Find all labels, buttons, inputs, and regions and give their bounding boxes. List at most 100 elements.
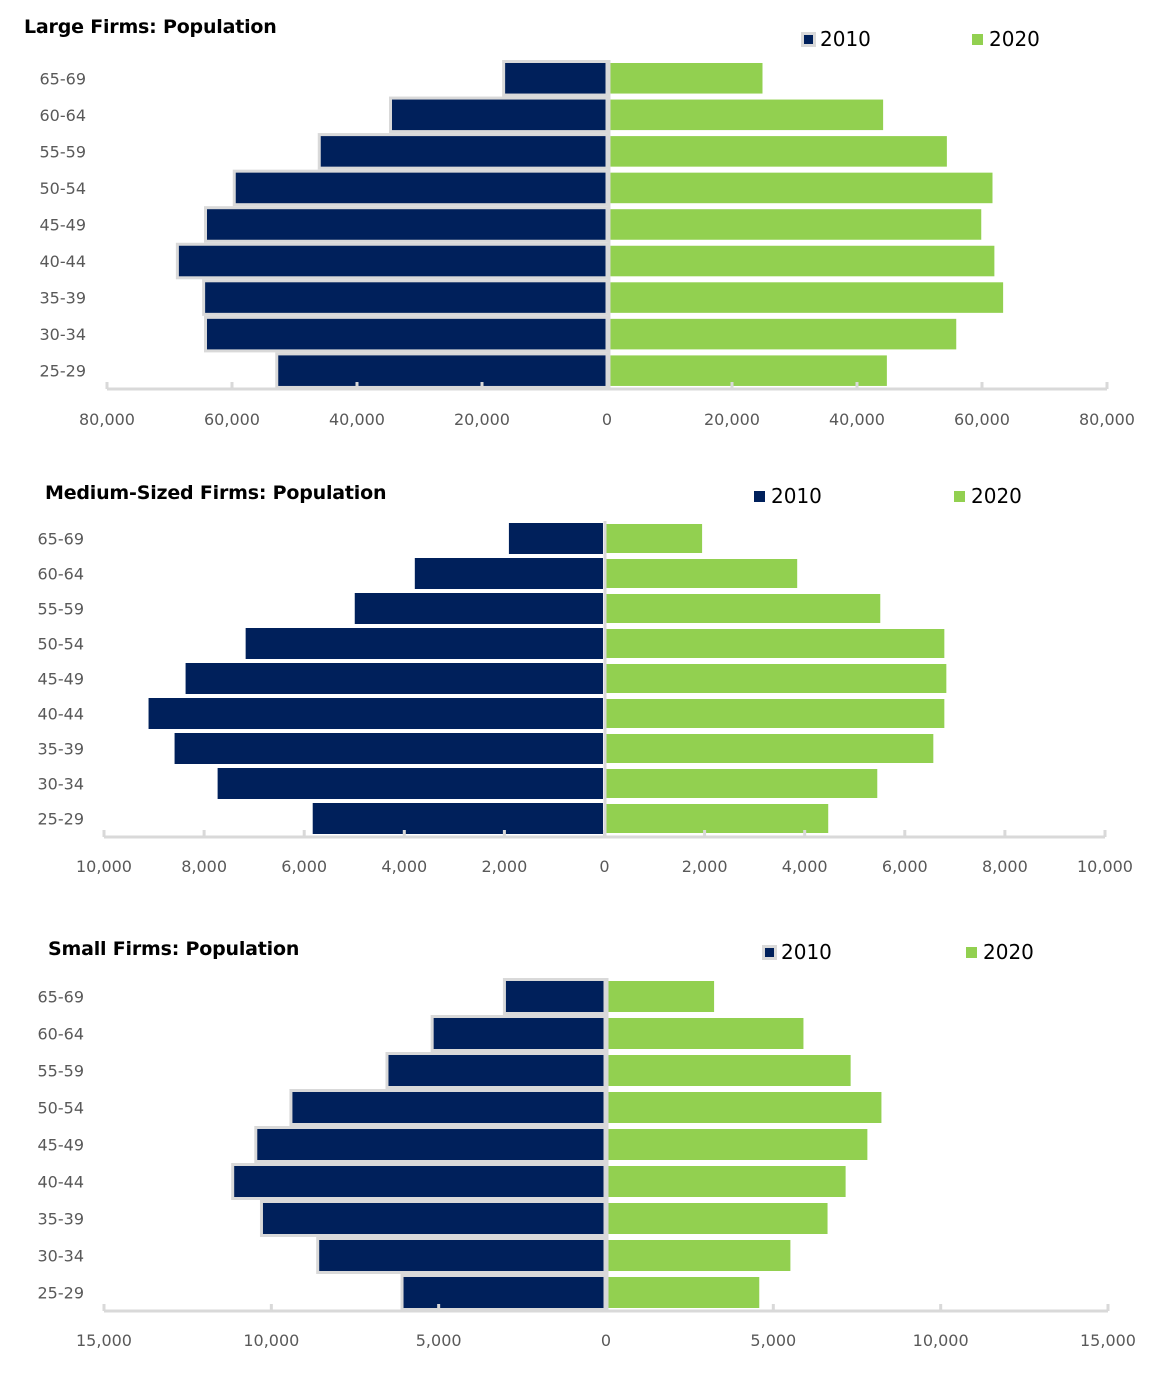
bar-2010-50-54 bbox=[245, 628, 603, 659]
bar-2020-25-29 bbox=[610, 355, 887, 386]
bar-2020-60-64 bbox=[608, 1018, 804, 1049]
x-tick-label: 6,000 bbox=[281, 857, 327, 876]
bar-2010-30-34 bbox=[204, 315, 609, 353]
bar-2010-55-59 bbox=[354, 593, 603, 624]
bar-2010-25-29 bbox=[312, 803, 603, 834]
bar-2010-60-64 bbox=[430, 1015, 607, 1052]
legend-label: 2010 bbox=[820, 27, 871, 51]
category-label: 40-44 bbox=[38, 705, 85, 724]
bar-2020-35-39 bbox=[606, 734, 934, 763]
x-tick-label: 5,000 bbox=[416, 1331, 462, 1350]
bar-2020-40-44 bbox=[606, 699, 945, 728]
bar-2010-50-54 bbox=[289, 1089, 607, 1126]
bar-2010-40-44 bbox=[148, 698, 603, 729]
bar-2020-30-34 bbox=[610, 318, 957, 350]
bar-2020-40-44 bbox=[608, 1166, 846, 1197]
bar-2020-35-39 bbox=[608, 1203, 828, 1234]
category-label: 55-59 bbox=[38, 1062, 85, 1081]
bar-2020-50-54 bbox=[606, 629, 945, 658]
x-tick-label: 5,000 bbox=[750, 1331, 796, 1350]
legend-label: 2020 bbox=[983, 940, 1034, 964]
x-tick-label: 0 bbox=[599, 857, 609, 876]
x-tick-label: 0 bbox=[601, 1331, 611, 1350]
x-tick-label: 15,000 bbox=[76, 1331, 132, 1350]
chart-title: Medium-Sized Firms: Population bbox=[45, 482, 387, 504]
bar-2010-60-64 bbox=[389, 96, 609, 134]
x-tick-label: 8,000 bbox=[181, 857, 227, 876]
legend-label: 2020 bbox=[971, 484, 1022, 508]
legend-swatch-2020 bbox=[954, 490, 965, 502]
chart-plot-area: 65-69 60-64 55-59 50-54 45-49 40-44 35-39 30-34… bbox=[38, 521, 1133, 876]
category-label: 55-59 bbox=[38, 600, 85, 619]
legend-item-2010: 2010 bbox=[754, 484, 822, 508]
bar-2020-65-69 bbox=[608, 981, 715, 1012]
x-tick-label: 20,000 bbox=[454, 410, 510, 429]
category-label: 25-29 bbox=[38, 810, 85, 829]
legend-label: 2010 bbox=[781, 940, 832, 964]
bar-2020-25-29 bbox=[608, 1277, 760, 1308]
bar-2020-30-34 bbox=[606, 769, 878, 798]
bar-2010-45-49 bbox=[204, 206, 609, 243]
category-label: 55-59 bbox=[40, 142, 87, 161]
bar-2010-35-39 bbox=[202, 279, 609, 316]
bar-2010-25-29 bbox=[400, 1274, 607, 1311]
x-tick-label: 20,000 bbox=[704, 410, 760, 429]
x-tick-label: 40,000 bbox=[829, 410, 885, 429]
chart-title: Small Firms: Population bbox=[48, 938, 300, 960]
chart-plot-area: 65-69 60-64 55-59 50-54 45-49 40-44 35-39 30-34… bbox=[40, 60, 1135, 429]
bar-2010-65-69 bbox=[502, 60, 609, 97]
category-label: 60-64 bbox=[40, 106, 87, 125]
category-label: 45-49 bbox=[38, 1136, 85, 1155]
bar-2010-45-49 bbox=[185, 663, 603, 694]
x-tick-label: 10,000 bbox=[243, 1331, 299, 1350]
category-label: 65-69 bbox=[38, 530, 85, 549]
category-label: 25-29 bbox=[38, 1284, 85, 1303]
bar-2010-35-39 bbox=[259, 1200, 607, 1237]
bar-2010-60-64 bbox=[414, 558, 603, 589]
bar-2020-45-49 bbox=[608, 1129, 868, 1160]
legend-item-2010: 2010 bbox=[762, 940, 832, 964]
bar-2010-40-44 bbox=[231, 1163, 607, 1200]
legend-label: 2020 bbox=[989, 27, 1040, 51]
x-tick-label: 80,000 bbox=[79, 410, 135, 429]
category-label: 45-49 bbox=[38, 670, 85, 689]
bar-2010-65-69 bbox=[502, 978, 607, 1015]
x-tick-label: 10,000 bbox=[913, 1331, 969, 1350]
chart-title: Large Firms: Population bbox=[24, 16, 277, 38]
category-label: 25-29 bbox=[40, 362, 87, 381]
bar-2010-35-39 bbox=[174, 733, 603, 764]
legend-item-2020: 2020 bbox=[966, 940, 1034, 964]
bar-2020-65-69 bbox=[606, 524, 703, 553]
bar-2010-25-29 bbox=[275, 352, 609, 389]
bar-2020-50-54 bbox=[610, 172, 993, 204]
bar-2020-45-49 bbox=[606, 664, 947, 693]
x-tick-label: 8,000 bbox=[982, 857, 1028, 876]
bar-2020-65-69 bbox=[610, 63, 763, 94]
x-tick-label: 2,000 bbox=[682, 857, 728, 876]
bar-2020-30-34 bbox=[608, 1240, 791, 1271]
x-tick-label: 60,000 bbox=[204, 410, 260, 429]
category-label: 50-54 bbox=[38, 1099, 85, 1118]
bar-2010-65-69 bbox=[508, 523, 603, 554]
legend-swatch-2010 bbox=[762, 944, 777, 960]
category-label: 40-44 bbox=[38, 1173, 85, 1192]
x-tick-label: 6,000 bbox=[882, 857, 928, 876]
bar-2020-55-59 bbox=[610, 136, 947, 167]
bar-2010-50-54 bbox=[232, 169, 609, 207]
category-label: 35-39 bbox=[38, 1210, 85, 1229]
bar-2020-55-59 bbox=[606, 594, 881, 623]
legend-label: 2010 bbox=[771, 484, 822, 508]
x-tick-label: 0 bbox=[602, 410, 612, 429]
legend-swatch-2010 bbox=[754, 490, 765, 502]
bar-2010-55-59 bbox=[317, 133, 609, 170]
x-tick-label: 10,000 bbox=[76, 857, 132, 876]
x-tick-label: 4,000 bbox=[381, 857, 427, 876]
bar-2020-55-59 bbox=[608, 1055, 851, 1086]
category-label: 65-69 bbox=[38, 988, 85, 1007]
category-label: 35-39 bbox=[40, 289, 87, 308]
bar-2020-35-39 bbox=[610, 282, 1004, 313]
bar-2010-55-59 bbox=[385, 1052, 607, 1089]
x-tick-label: 80,000 bbox=[1079, 410, 1135, 429]
bar-2020-25-29 bbox=[606, 804, 829, 833]
